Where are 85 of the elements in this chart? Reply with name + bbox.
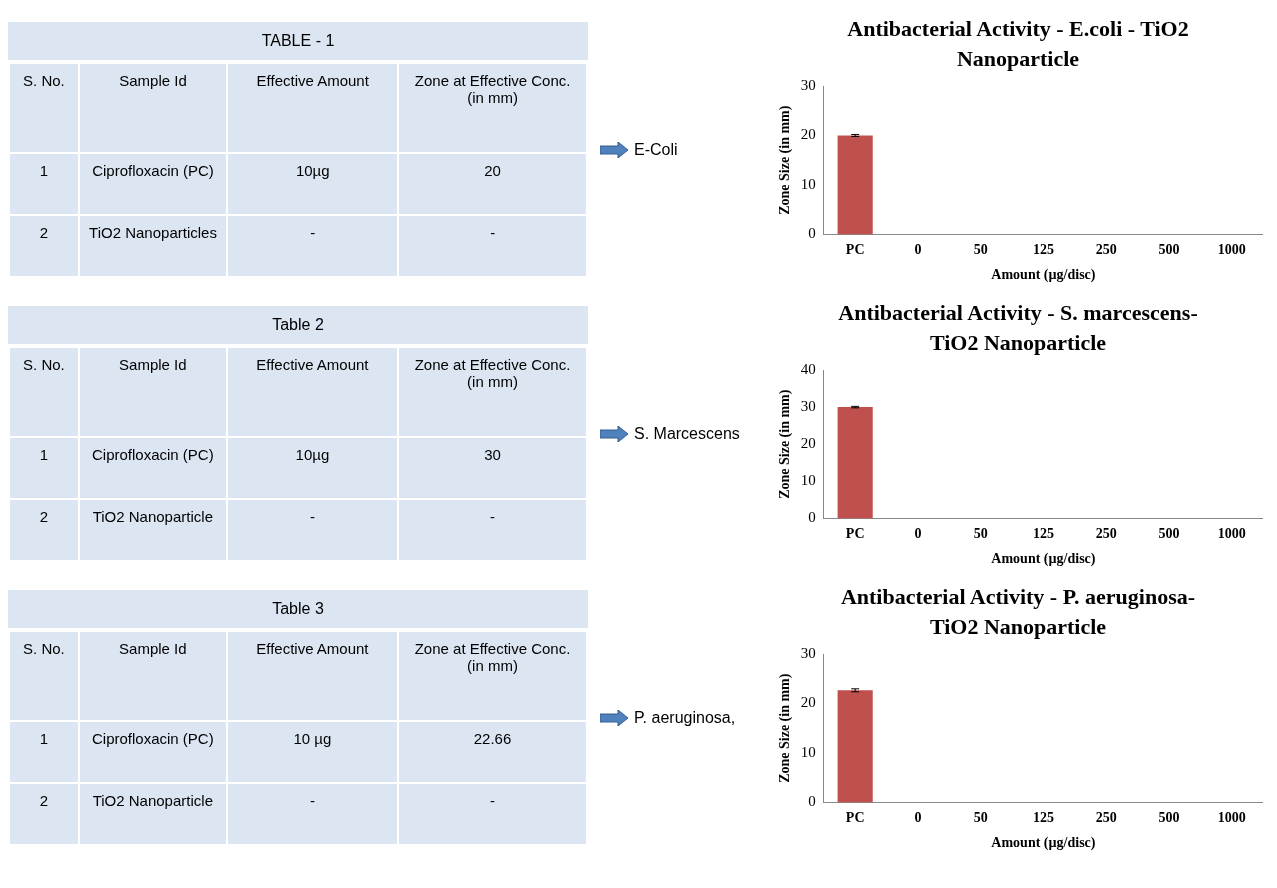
y-tick-label: 20 bbox=[800, 435, 816, 452]
x-tick-label: 1000 bbox=[1217, 526, 1246, 542]
text: Sample Id bbox=[78, 63, 228, 153]
y-tick-label: 30 bbox=[800, 398, 816, 415]
text: Table 2 bbox=[8, 306, 588, 346]
x-tick-label: 250 bbox=[1095, 242, 1117, 258]
text: 1 bbox=[9, 153, 79, 215]
text: Zone at Effective Conc. (in mm) bbox=[398, 63, 587, 153]
text: Zone at Effective Conc. (in mm) bbox=[398, 347, 587, 437]
text: 30 bbox=[398, 437, 587, 499]
y-tick-label: 0 bbox=[808, 509, 816, 526]
y-tick-label: 30 bbox=[800, 644, 816, 661]
text: Sample Id bbox=[78, 631, 227, 721]
text: 10µg bbox=[227, 153, 399, 215]
text: S. No. bbox=[9, 63, 79, 153]
x-tick-label: 125 bbox=[1032, 526, 1054, 542]
text: 2 bbox=[9, 499, 79, 561]
text: 22.66 bbox=[398, 721, 587, 783]
y-tick-label: 20 bbox=[800, 694, 816, 711]
x-tick-label: 500 bbox=[1158, 526, 1180, 542]
text: Effective Amount bbox=[226, 347, 399, 437]
chart-title: Antibacterial Activity - E.coli - TiO2 Nanoparticle bbox=[846, 15, 1190, 73]
text: - bbox=[226, 499, 399, 561]
text: Ciprofloxacin (PC) bbox=[78, 721, 227, 783]
x-tick-label: 250 bbox=[1095, 526, 1117, 542]
text: TiO2 Nanoparticles bbox=[78, 215, 228, 277]
x-tick-label: 50 bbox=[973, 242, 988, 258]
text: S. Marcescens bbox=[634, 425, 740, 443]
text: - bbox=[227, 215, 399, 277]
x-tick-label: 500 bbox=[1158, 810, 1180, 826]
x-tick-label: PC bbox=[845, 242, 865, 258]
x-axis-title: Amount (µg/disc) bbox=[991, 835, 1096, 852]
x-tick-label: PC bbox=[845, 526, 865, 542]
x-tick-label: 1000 bbox=[1217, 810, 1246, 826]
x-tick-label: 0 bbox=[914, 526, 922, 542]
text: Effective Amount bbox=[227, 63, 399, 153]
text: - bbox=[398, 499, 587, 561]
y-axis-title: Zone Size (in mm) bbox=[777, 673, 794, 783]
y-tick-label: 10 bbox=[800, 175, 816, 192]
text: Effective Amount bbox=[226, 631, 399, 721]
y-tick-label: 0 bbox=[808, 793, 816, 810]
y-axis-title: Zone Size (in mm) bbox=[777, 105, 794, 215]
text: TiO2 Nanoparticle bbox=[78, 783, 227, 845]
text: - bbox=[398, 783, 587, 845]
x-tick-label: 0 bbox=[914, 810, 922, 826]
chart-title: Antibacterial Activity - P. aeruginosa- TiO2 Nanoparticle bbox=[839, 583, 1197, 641]
text: E-Coli bbox=[634, 141, 678, 159]
y-axis-title: Zone Size (in mm) bbox=[777, 389, 794, 499]
text: Ciprofloxacin (PC) bbox=[78, 437, 227, 499]
y-tick-label: 0 bbox=[808, 225, 816, 242]
chart-title: Antibacterial Activity - S. marcescens- TiO2 Nanoparticle bbox=[837, 299, 1199, 357]
text: Zone at Effective Conc. (in mm) bbox=[398, 631, 587, 721]
x-tick-label: 50 bbox=[973, 810, 988, 826]
text: 1 bbox=[9, 721, 79, 783]
text: 10µg bbox=[226, 437, 399, 499]
text: P. aeruginosa, bbox=[634, 709, 736, 727]
text: - bbox=[226, 783, 399, 845]
y-tick-label: 10 bbox=[800, 472, 816, 489]
text: Sample Id bbox=[78, 347, 227, 437]
text: 10 µg bbox=[226, 721, 399, 783]
x-tick-label: 125 bbox=[1032, 810, 1054, 826]
text: S. No. bbox=[9, 347, 79, 437]
x-tick-label: 50 bbox=[973, 526, 988, 542]
text: 1 bbox=[9, 437, 79, 499]
text: 2 bbox=[9, 215, 79, 277]
text: 20 bbox=[398, 153, 587, 215]
x-tick-label: PC bbox=[845, 810, 865, 826]
x-tick-label: 250 bbox=[1095, 810, 1117, 826]
x-tick-label: 1000 bbox=[1217, 242, 1246, 258]
text: 2 bbox=[9, 783, 79, 845]
x-tick-label: 500 bbox=[1158, 242, 1180, 258]
text: TABLE - 1 bbox=[8, 22, 588, 62]
x-tick-label: 125 bbox=[1032, 242, 1054, 258]
text: TiO2 Nanoparticle bbox=[78, 499, 227, 561]
y-tick-label: 10 bbox=[800, 743, 816, 760]
y-tick-label: 20 bbox=[800, 126, 816, 143]
x-axis-title: Amount (µg/disc) bbox=[991, 551, 1096, 568]
x-axis-title: Amount (µg/disc) bbox=[991, 267, 1096, 284]
text: S. No. bbox=[9, 631, 79, 721]
text: - bbox=[398, 215, 587, 277]
text: Ciprofloxacin (PC) bbox=[78, 153, 228, 215]
text: Table 3 bbox=[8, 590, 588, 630]
y-tick-label: 30 bbox=[800, 76, 816, 93]
y-tick-label: 40 bbox=[800, 360, 816, 377]
x-tick-label: 0 bbox=[914, 242, 922, 258]
